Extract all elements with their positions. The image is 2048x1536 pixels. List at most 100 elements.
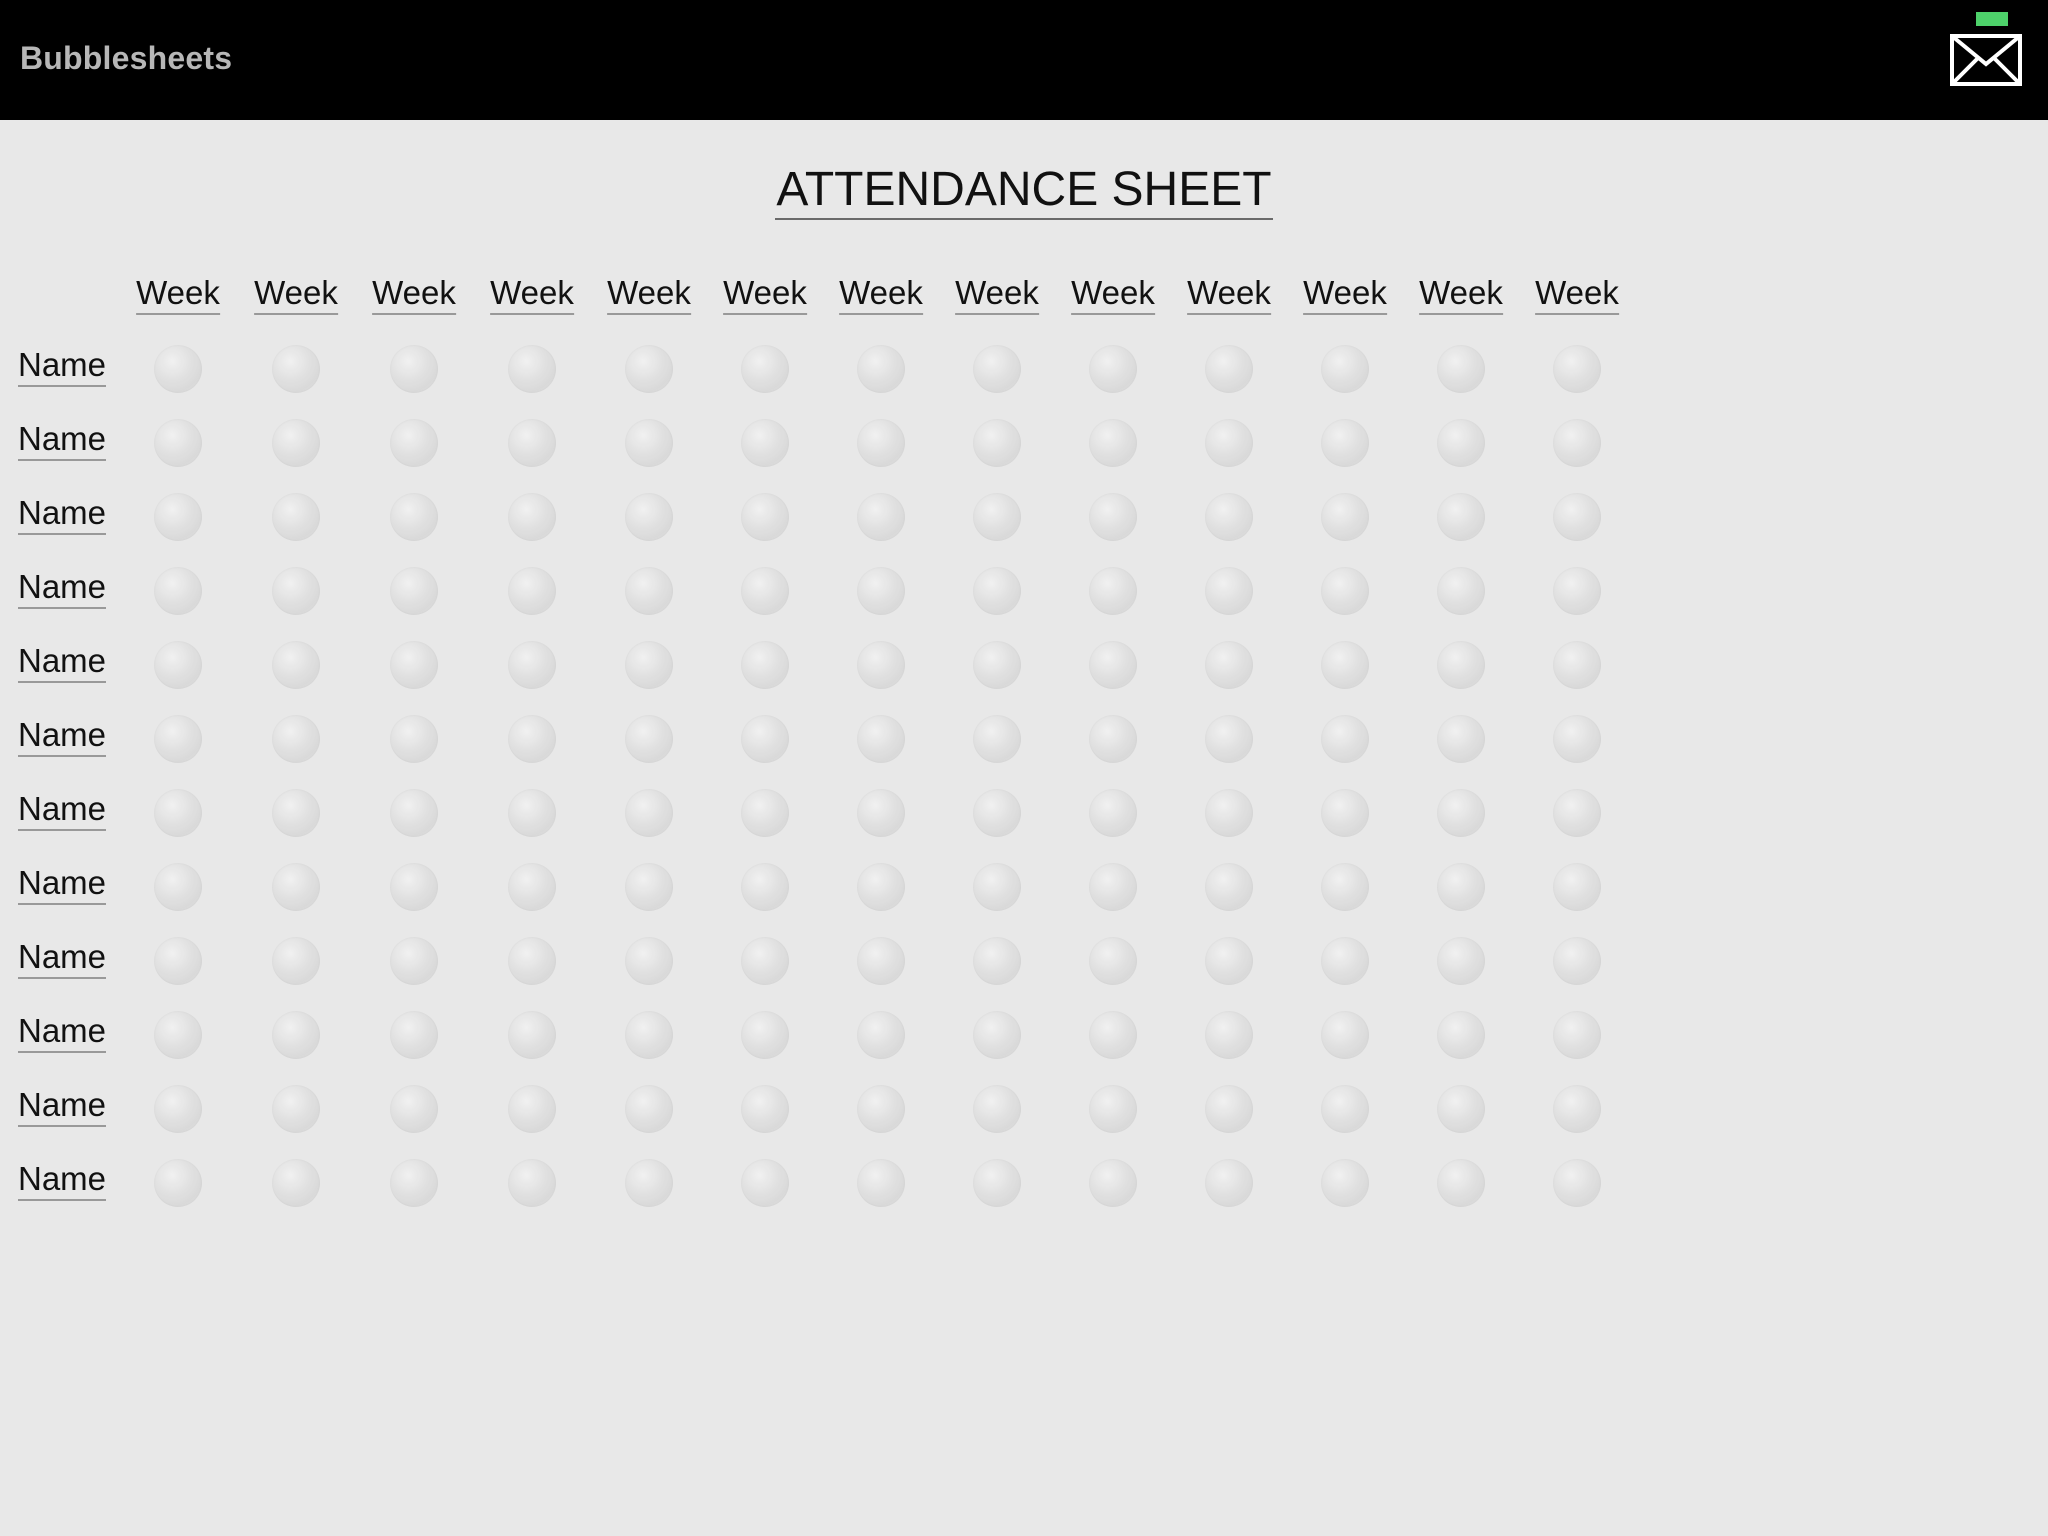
attendance-bubble[interactable] bbox=[857, 863, 905, 911]
attendance-bubble[interactable] bbox=[272, 567, 320, 615]
attendance-bubble[interactable] bbox=[154, 419, 202, 467]
attendance-bubble[interactable] bbox=[741, 345, 789, 393]
attendance-bubble[interactable] bbox=[857, 641, 905, 689]
attendance-bubble[interactable] bbox=[390, 1011, 438, 1059]
attendance-bubble[interactable] bbox=[390, 1159, 438, 1207]
attendance-bubble[interactable] bbox=[1553, 1011, 1601, 1059]
attendance-bubble[interactable] bbox=[973, 641, 1021, 689]
attendance-bubble[interactable] bbox=[741, 789, 789, 837]
attendance-bubble[interactable] bbox=[508, 789, 556, 837]
attendance-bubble[interactable] bbox=[390, 937, 438, 985]
attendance-bubble[interactable] bbox=[1437, 1011, 1485, 1059]
attendance-bubble[interactable] bbox=[272, 937, 320, 985]
attendance-bubble[interactable] bbox=[857, 567, 905, 615]
attendance-bubble[interactable] bbox=[1553, 641, 1601, 689]
attendance-bubble[interactable] bbox=[154, 1085, 202, 1133]
attendance-bubble[interactable] bbox=[741, 493, 789, 541]
attendance-bubble[interactable] bbox=[1553, 863, 1601, 911]
attendance-bubble[interactable] bbox=[154, 567, 202, 615]
attendance-bubble[interactable] bbox=[857, 419, 905, 467]
attendance-bubble[interactable] bbox=[390, 715, 438, 763]
attendance-bubble[interactable] bbox=[1089, 1011, 1137, 1059]
attendance-bubble[interactable] bbox=[154, 345, 202, 393]
attendance-bubble[interactable] bbox=[1321, 715, 1369, 763]
attendance-bubble[interactable] bbox=[973, 1085, 1021, 1133]
attendance-bubble[interactable] bbox=[508, 345, 556, 393]
attendance-bubble[interactable] bbox=[1205, 1085, 1253, 1133]
attendance-bubble[interactable] bbox=[1321, 1011, 1369, 1059]
attendance-bubble[interactable] bbox=[1553, 1085, 1601, 1133]
attendance-bubble[interactable] bbox=[973, 345, 1021, 393]
attendance-bubble[interactable] bbox=[741, 715, 789, 763]
attendance-bubble[interactable] bbox=[1205, 1159, 1253, 1207]
attendance-bubble[interactable] bbox=[1553, 493, 1601, 541]
attendance-bubble[interactable] bbox=[154, 863, 202, 911]
attendance-bubble[interactable] bbox=[857, 493, 905, 541]
attendance-bubble[interactable] bbox=[272, 1011, 320, 1059]
attendance-bubble[interactable] bbox=[973, 1159, 1021, 1207]
attendance-bubble[interactable] bbox=[390, 493, 438, 541]
attendance-bubble[interactable] bbox=[508, 1011, 556, 1059]
attendance-bubble[interactable] bbox=[508, 863, 556, 911]
attendance-bubble[interactable] bbox=[1437, 419, 1485, 467]
attendance-bubble[interactable] bbox=[1205, 419, 1253, 467]
attendance-bubble[interactable] bbox=[857, 1011, 905, 1059]
attendance-bubble[interactable] bbox=[508, 1085, 556, 1133]
attendance-bubble[interactable] bbox=[741, 641, 789, 689]
mail-button[interactable] bbox=[1950, 12, 2026, 88]
attendance-bubble[interactable] bbox=[1205, 789, 1253, 837]
attendance-bubble[interactable] bbox=[741, 567, 789, 615]
attendance-bubble[interactable] bbox=[272, 715, 320, 763]
attendance-bubble[interactable] bbox=[1437, 641, 1485, 689]
attendance-bubble[interactable] bbox=[272, 345, 320, 393]
attendance-bubble[interactable] bbox=[1321, 641, 1369, 689]
attendance-bubble[interactable] bbox=[1437, 1085, 1485, 1133]
attendance-bubble[interactable] bbox=[1205, 715, 1253, 763]
attendance-bubble[interactable] bbox=[973, 863, 1021, 911]
attendance-bubble[interactable] bbox=[1553, 789, 1601, 837]
attendance-bubble[interactable] bbox=[1321, 345, 1369, 393]
attendance-bubble[interactable] bbox=[741, 863, 789, 911]
attendance-bubble[interactable] bbox=[272, 419, 320, 467]
attendance-bubble[interactable] bbox=[1205, 641, 1253, 689]
attendance-bubble[interactable] bbox=[508, 567, 556, 615]
attendance-bubble[interactable] bbox=[1089, 419, 1137, 467]
attendance-bubble[interactable] bbox=[154, 1159, 202, 1207]
attendance-bubble[interactable] bbox=[973, 1011, 1021, 1059]
attendance-bubble[interactable] bbox=[508, 493, 556, 541]
attendance-bubble[interactable] bbox=[1321, 1159, 1369, 1207]
attendance-bubble[interactable] bbox=[390, 789, 438, 837]
attendance-bubble[interactable] bbox=[1089, 567, 1137, 615]
attendance-bubble[interactable] bbox=[741, 1159, 789, 1207]
attendance-bubble[interactable] bbox=[1089, 345, 1137, 393]
attendance-bubble[interactable] bbox=[1553, 715, 1601, 763]
attendance-bubble[interactable] bbox=[973, 493, 1021, 541]
attendance-bubble[interactable] bbox=[1437, 863, 1485, 911]
attendance-bubble[interactable] bbox=[1321, 937, 1369, 985]
attendance-bubble[interactable] bbox=[625, 863, 673, 911]
attendance-bubble[interactable] bbox=[857, 789, 905, 837]
attendance-bubble[interactable] bbox=[973, 715, 1021, 763]
attendance-bubble[interactable] bbox=[1553, 937, 1601, 985]
attendance-bubble[interactable] bbox=[1321, 863, 1369, 911]
attendance-bubble[interactable] bbox=[154, 641, 202, 689]
attendance-bubble[interactable] bbox=[1205, 863, 1253, 911]
attendance-bubble[interactable] bbox=[625, 937, 673, 985]
attendance-bubble[interactable] bbox=[1437, 567, 1485, 615]
attendance-bubble[interactable] bbox=[1321, 567, 1369, 615]
attendance-bubble[interactable] bbox=[973, 419, 1021, 467]
attendance-bubble[interactable] bbox=[1089, 937, 1137, 985]
attendance-bubble[interactable] bbox=[973, 937, 1021, 985]
attendance-bubble[interactable] bbox=[1437, 1159, 1485, 1207]
attendance-bubble[interactable] bbox=[1553, 345, 1601, 393]
attendance-bubble[interactable] bbox=[1089, 1159, 1137, 1207]
attendance-bubble[interactable] bbox=[390, 641, 438, 689]
attendance-bubble[interactable] bbox=[625, 345, 673, 393]
attendance-bubble[interactable] bbox=[390, 863, 438, 911]
attendance-bubble[interactable] bbox=[272, 1159, 320, 1207]
attendance-bubble[interactable] bbox=[1089, 863, 1137, 911]
attendance-bubble[interactable] bbox=[272, 493, 320, 541]
attendance-bubble[interactable] bbox=[1089, 789, 1137, 837]
attendance-bubble[interactable] bbox=[741, 419, 789, 467]
attendance-bubble[interactable] bbox=[625, 419, 673, 467]
